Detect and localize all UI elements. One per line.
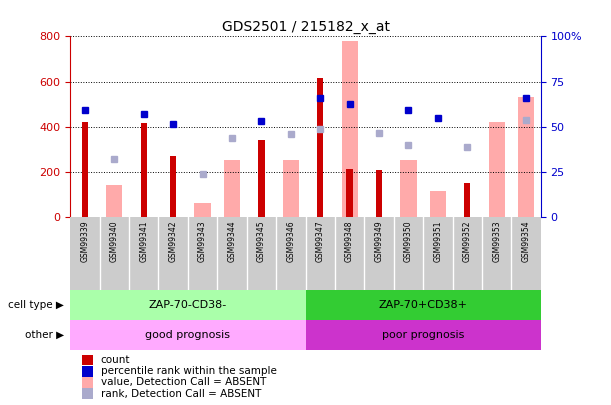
Text: poor prognosis: poor prognosis [382,330,464,340]
Text: GSM99349: GSM99349 [375,220,384,262]
Bar [82,122,88,217]
Bar [376,171,382,217]
Text: rank, Detection Call = ABSENT: rank, Detection Call = ABSENT [101,389,261,399]
Text: cell type ▶: cell type ▶ [9,300,64,310]
Text: good prognosis: good prognosis [145,330,230,340]
Bar [141,123,147,217]
Text: GSM99340: GSM99340 [110,220,119,262]
Bar [400,160,417,217]
Text: GSM99354: GSM99354 [522,220,530,262]
Text: GSM99345: GSM99345 [257,220,266,262]
Bar [70,320,306,350]
Bar [306,320,541,350]
Text: GSM99353: GSM99353 [492,220,501,262]
Text: GSM99341: GSM99341 [139,220,148,262]
Bar [106,185,122,217]
Text: GSM99350: GSM99350 [404,220,413,262]
Text: ZAP-70-CD38-: ZAP-70-CD38- [148,300,227,310]
Bar [306,290,541,320]
Text: GSM99342: GSM99342 [169,220,178,262]
Bar [342,41,357,217]
Text: other ▶: other ▶ [25,330,64,340]
Text: GSM99351: GSM99351 [433,220,442,262]
Text: GSM99339: GSM99339 [81,220,89,262]
Bar [70,290,306,320]
Text: GSM99352: GSM99352 [463,220,472,262]
Text: GSM99348: GSM99348 [345,220,354,262]
Title: GDS2501 / 215182_x_at: GDS2501 / 215182_x_at [222,20,389,34]
Bar [430,191,446,217]
Bar [464,183,470,217]
Bar [224,160,240,217]
Bar [283,160,299,217]
Text: GSM99343: GSM99343 [198,220,207,262]
Text: count: count [101,355,130,365]
Bar [346,169,353,217]
Bar [317,78,323,217]
Text: percentile rank within the sample: percentile rank within the sample [101,366,277,376]
Bar [194,203,211,217]
Text: GSM99347: GSM99347 [316,220,324,262]
Text: GSM99344: GSM99344 [227,220,236,262]
Text: value, Detection Call = ABSENT: value, Detection Call = ABSENT [101,377,266,388]
Bar [489,122,505,217]
Text: ZAP-70+CD38+: ZAP-70+CD38+ [379,300,467,310]
Text: GSM99346: GSM99346 [287,220,295,262]
Bar [170,156,177,217]
Bar [258,140,265,217]
Bar [518,97,534,217]
